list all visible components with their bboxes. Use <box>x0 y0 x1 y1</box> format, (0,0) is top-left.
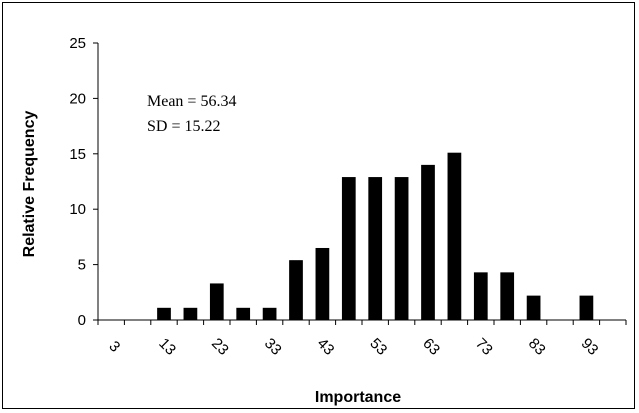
bar <box>315 247 330 320</box>
x-tick-label: 63 <box>419 335 443 359</box>
x-tick-label: 33 <box>261 335 285 359</box>
y-tick-label: 10 <box>69 201 86 218</box>
x-tick-label: 3 <box>105 338 123 356</box>
x-tick-label: 23 <box>208 335 232 359</box>
x-axis: 3 13 23 33 43 53 63 73 83 93 <box>97 319 627 359</box>
bar <box>183 307 198 320</box>
bar <box>157 307 171 320</box>
bar <box>473 272 488 320</box>
y-tick-label: 15 <box>69 146 86 163</box>
chart-frame <box>2 2 635 409</box>
y-tick-label: 25 <box>69 35 86 52</box>
bar <box>526 295 541 320</box>
bar <box>447 152 462 320</box>
bar <box>289 260 303 320</box>
x-tick-label: 93 <box>578 335 602 359</box>
y-tick-label: 20 <box>69 90 86 107</box>
x-tick-label: 13 <box>155 335 179 359</box>
bar <box>368 177 383 320</box>
bar <box>579 295 594 320</box>
x-tick-label: 83 <box>525 335 549 359</box>
bar <box>341 177 356 320</box>
y-axis: 0 5 10 15 20 25 <box>69 35 99 329</box>
x-tick-label: 73 <box>472 335 496 359</box>
bar <box>500 272 515 320</box>
y-axis-title: Relative Frequency <box>21 111 38 258</box>
y-tick-label: 0 <box>78 312 86 329</box>
annotation-mean: Mean = 56.34 <box>147 93 236 110</box>
y-tick-label: 5 <box>78 257 86 274</box>
x-tick-label: 43 <box>314 335 338 359</box>
bars <box>157 152 594 320</box>
bar <box>209 283 224 320</box>
bar <box>236 307 251 320</box>
x-tick-label: 53 <box>366 335 390 359</box>
bar <box>421 164 435 320</box>
x-axis-title: Importance <box>315 389 401 406</box>
annotation-sd: SD = 15.22 <box>147 118 220 135</box>
bar <box>394 177 409 320</box>
bar <box>262 307 277 320</box>
